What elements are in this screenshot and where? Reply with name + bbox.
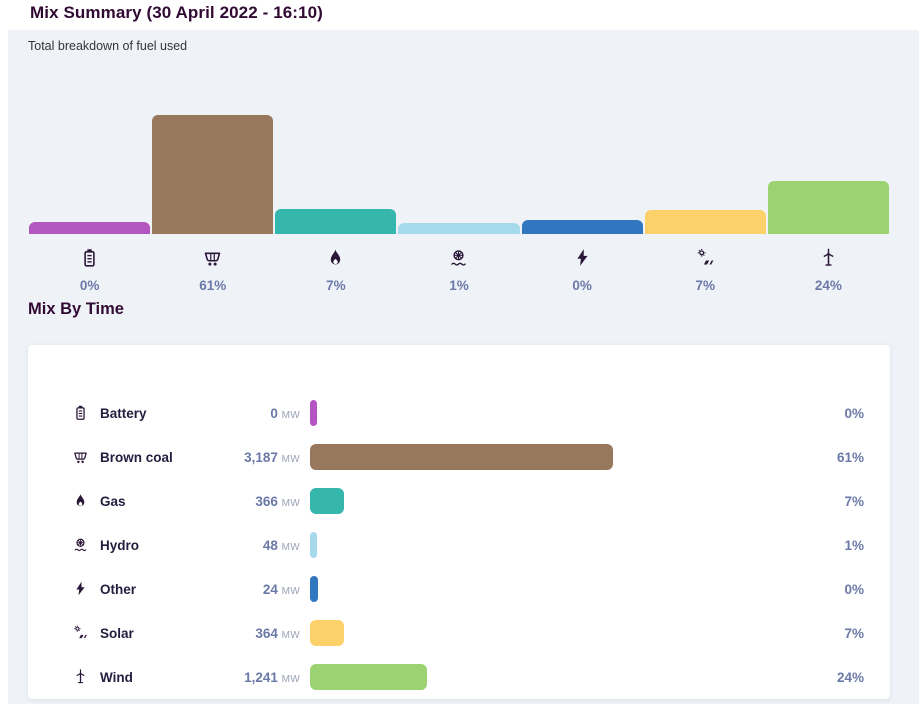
battery-icon [72,404,92,422]
fuel-row-gas[interactable]: Gas 366 MW 7% [28,479,890,523]
fuel-percent: 7% [844,493,864,509]
fuel-percent: 0% [844,405,864,421]
fuel-mw-number: 48 [262,537,278,553]
fuel-bar-track [310,443,804,471]
fuel-mix-bar-chart: 0% 61% 7% 1% 0% 7% 24% [28,94,890,293]
fuel-name: Other [100,581,137,597]
battery-row-bar[interactable] [310,400,317,426]
fuel-output-value: 364 MW [230,626,300,641]
other-row-bar[interactable] [310,576,318,602]
fuel-row-wind[interactable]: Wind 1,241 MW 24% [28,655,890,699]
fuel-name: Battery [100,405,147,421]
panel-top-edge [0,0,919,30]
fuel-bar-track [310,531,804,559]
wind-turbine-icon [72,668,92,686]
fuel-mw-number: 24 [262,581,278,597]
brown-coal-row-bar[interactable] [310,444,613,470]
fuel-percent: 61% [836,449,864,465]
fuel-row-brown-coal[interactable]: Brown coal 3,187 MW 61% [28,435,890,479]
panel-left-edge [0,0,8,704]
fuel-mw-number: 0 [270,405,278,421]
fuel-output-value: 0 MW [230,406,300,421]
water-wheel-icon [448,247,469,269]
fuel-output-value: 3,187 MW [230,450,300,465]
fuel-bar-track [310,487,804,515]
fuel-name: Gas [100,493,126,509]
chart-column-other: 0% [521,94,644,293]
wind-bar[interactable] [767,181,889,234]
fuel-name: Wind [100,669,133,685]
page-title: Mix Summary (30 April 2022 - 16:10) [30,3,323,22]
fuel-row-hydro[interactable]: Hydro 48 MW 1% [28,523,890,567]
other-percent: 0% [572,278,592,293]
solar-percent: 7% [695,278,716,293]
bolt-icon [72,580,92,598]
fuel-mw-unit: MW [281,585,300,597]
fuel-mw-number: 366 [255,493,278,509]
fuel-percent: 1% [844,537,864,553]
fuel-mw-number: 1,241 [244,669,278,685]
gas-row-bar[interactable] [310,488,344,514]
fuel-row-solar[interactable]: Solar 364 MW 7% [28,611,890,655]
fuel-mw-unit: MW [281,453,300,465]
fuel-mw-number: 364 [255,625,278,641]
solar-panel-icon [695,247,716,269]
battery-bar[interactable] [29,222,151,234]
fuel-mw-unit: MW [281,409,300,421]
chart-column-battery: 0% [28,94,151,293]
gas-percent: 7% [326,278,346,293]
fuel-name: Brown coal [100,449,173,465]
fuel-mix-table-card: Battery 0 MW 0% Brown coal 3,187 MW 61% … [28,345,890,699]
wind-percent: 24% [814,278,842,293]
fuel-output-value: 48 MW [230,538,300,553]
fuel-bar-track [310,399,804,427]
chart-column-wind: 24% [767,94,890,293]
flame-icon [72,492,92,510]
section-title-mix-by-time: Mix By Time [28,300,124,318]
water-wheel-icon [72,536,92,554]
fuel-name: Hydro [100,537,140,553]
fuel-mw-unit: MW [281,497,300,509]
fuel-output-value: 1,241 MW [230,670,300,685]
bolt-icon [572,247,593,269]
brown-coal-percent: 61% [199,278,227,293]
chart-column-gas: 7% [274,94,397,293]
chart-column-hydro: 1% [397,94,520,293]
fuel-row-other[interactable]: Other 24 MW 0% [28,567,890,611]
other-bar[interactable] [521,220,643,234]
gas-bar[interactable] [275,209,397,234]
hydro-row-bar[interactable] [310,532,317,558]
fuel-mw-unit: MW [281,541,300,553]
fuel-output-value: 366 MW [230,494,300,509]
fuel-row-battery[interactable]: Battery 0 MW 0% [28,391,890,435]
solar-bar[interactable] [644,210,766,234]
hydro-percent: 1% [449,278,469,293]
battery-percent: 0% [79,278,100,293]
wind-row-bar[interactable] [310,664,427,690]
brown-coal-bar[interactable] [152,115,274,234]
wind-turbine-icon [818,247,839,269]
solar-panel-icon [72,624,92,642]
fuel-name: Solar [100,625,134,641]
minecart-icon [72,448,92,466]
fuel-mw-unit: MW [281,673,300,685]
fuel-bar-track [310,663,804,691]
fuel-bar-track [310,619,804,647]
fuel-percent: 24% [836,669,864,685]
fuel-percent: 0% [844,581,864,597]
fuel-output-value: 24 MW [230,582,300,597]
chart-column-brown-coal: 61% [151,94,274,293]
chart-column-solar: 7% [644,94,767,293]
page-subtitle: Total breakdown of fuel used [28,39,188,53]
flame-icon [325,247,346,269]
hydro-bar[interactable] [398,223,520,234]
minecart-icon [202,247,223,269]
fuel-bar-track [310,575,804,603]
fuel-mw-number: 3,187 [244,449,278,465]
solar-row-bar[interactable] [310,620,344,646]
fuel-mw-unit: MW [281,629,300,641]
fuel-percent: 7% [844,625,864,641]
battery-icon [79,247,100,269]
